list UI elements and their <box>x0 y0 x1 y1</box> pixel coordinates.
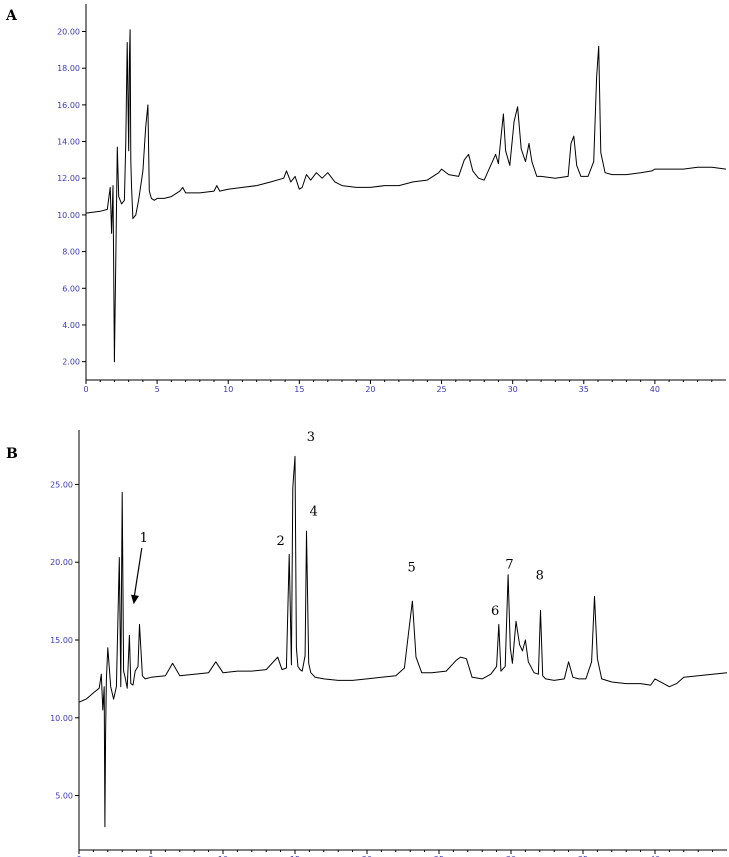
x-tick-label: 15 <box>294 385 304 394</box>
chromatogram-panel-b: B05101520253035405.0010.0015.0020.0025.0… <box>6 430 727 857</box>
x-tick-label: 25 <box>436 385 446 394</box>
y-tick-label: 8.00 <box>62 248 80 257</box>
x-tick-label: 0 <box>83 385 88 394</box>
peak-label: 8 <box>536 568 544 583</box>
y-tick-label: 10.00 <box>50 714 73 723</box>
chromatogram-trace <box>79 456 727 826</box>
y-tick-label: 20.00 <box>57 28 80 37</box>
peak-label: 2 <box>276 534 284 549</box>
chromatogram-trace <box>86 30 726 362</box>
y-tick-label: 4.00 <box>62 321 80 330</box>
peak-label: 6 <box>491 604 499 619</box>
peak-arrow-head <box>131 595 139 604</box>
panel-letter: B <box>6 446 18 462</box>
y-tick-label: 10.00 <box>57 211 80 220</box>
y-tick-label: 12.00 <box>57 174 80 183</box>
peak-label: 4 <box>310 505 318 520</box>
peak-label: 5 <box>407 561 415 576</box>
panel-letter: A <box>5 8 18 24</box>
y-tick-label: 25.00 <box>50 480 73 489</box>
y-tick-label: 2.00 <box>62 358 80 367</box>
y-tick-label: 15.00 <box>50 636 73 645</box>
x-tick-label: 10 <box>223 385 233 394</box>
y-tick-label: 16.00 <box>57 101 80 110</box>
y-tick-label: 5.00 <box>55 792 73 801</box>
peak-arrow-shaft <box>134 548 142 600</box>
x-tick-label: 40 <box>650 385 660 394</box>
peak-label: 1 <box>140 531 148 546</box>
y-tick-label: 14.00 <box>57 138 80 147</box>
x-tick-label: 5 <box>155 385 160 394</box>
y-tick-label: 6.00 <box>62 284 80 293</box>
peak-label: 7 <box>505 557 513 572</box>
chromatogram-panel-a: A 0 5 10 15 20 25 30 35 40 2.00 4.00 6.00 8.00 10.00 12… <box>5 4 726 394</box>
x-tick-label: 20 <box>365 385 375 394</box>
y-tick-label: 20.00 <box>50 558 73 567</box>
y-tick-label: 18.00 <box>57 64 80 73</box>
peak-label: 3 <box>307 430 315 445</box>
x-tick-label: 30 <box>508 385 518 394</box>
x-tick-label: 35 <box>579 385 589 394</box>
